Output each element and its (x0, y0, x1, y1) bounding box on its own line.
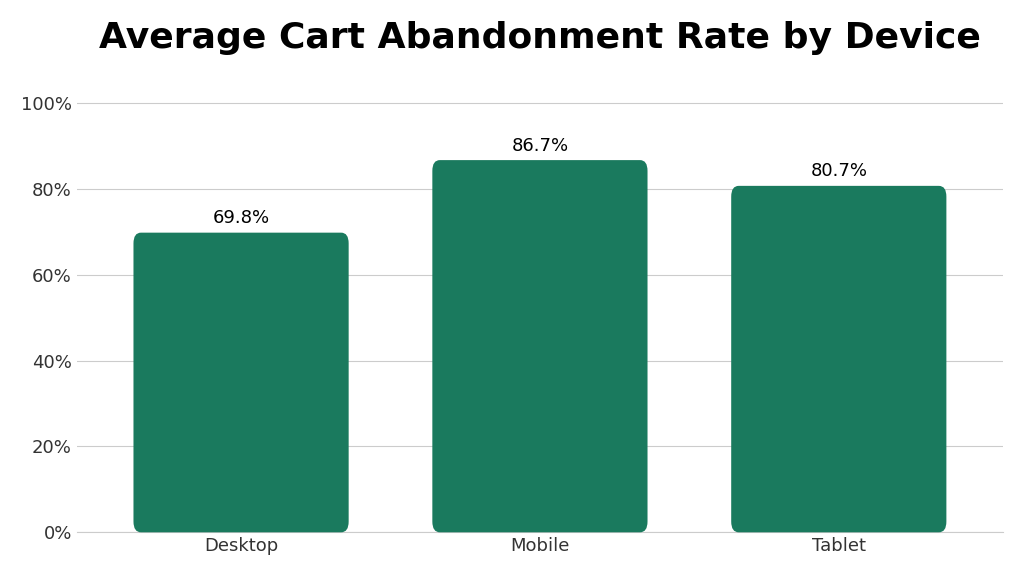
Title: Average Cart Abandonment Rate by Device: Average Cart Abandonment Rate by Device (99, 21, 981, 55)
Text: 86.7%: 86.7% (511, 137, 568, 154)
FancyBboxPatch shape (133, 233, 348, 532)
Text: 69.8%: 69.8% (213, 209, 269, 227)
FancyBboxPatch shape (432, 160, 647, 532)
Text: 80.7%: 80.7% (810, 162, 867, 180)
FancyBboxPatch shape (731, 186, 946, 532)
